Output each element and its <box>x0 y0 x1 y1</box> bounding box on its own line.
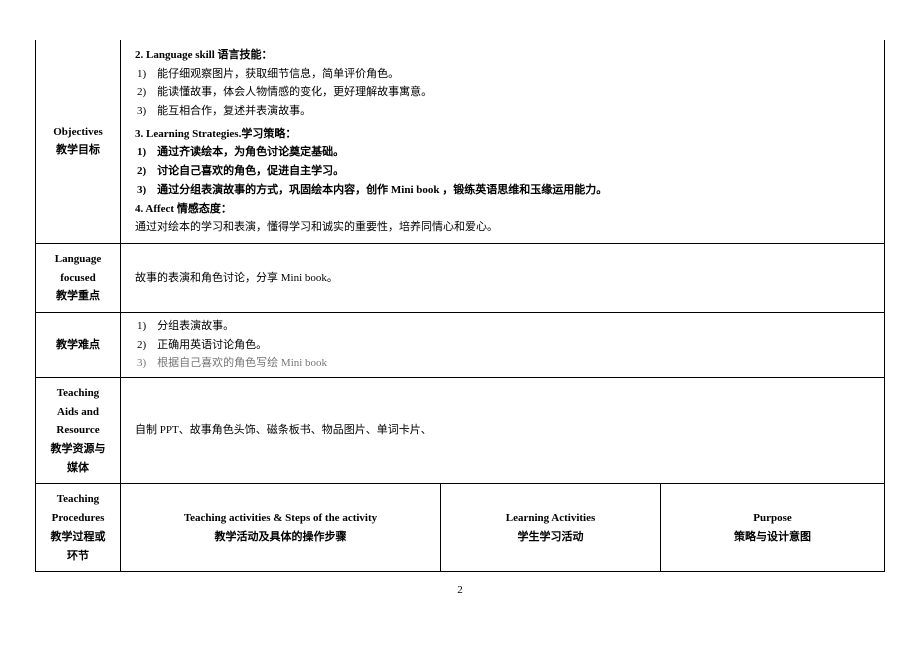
sec2-item1: 1) 能仔细观察图片，获取细节信息，简单评价角色。 <box>135 65 876 84</box>
proc-col3-1: Learning Activities <box>449 509 652 528</box>
focused-content: 故事的表演和角色讨论，分享 Mini book。 <box>121 243 885 312</box>
procedures-label: Teaching Procedures 教学过程或 环节 <box>36 484 121 572</box>
page-number: 2 <box>35 584 885 596</box>
row-difficult: 教学难点 1) 分组表演故事。 2) 正确用英语讨论角色。 3) 根据自己喜欢的… <box>36 312 885 377</box>
difficult-item1: 1) 分组表演故事。 <box>135 317 876 336</box>
objectives-content: 2. Language skill 语言技能： 1) 能仔细观察图片，获取细节信… <box>121 40 885 243</box>
sec3-item1: 1) 通过齐读绘本，为角色讨论奠定基础。 <box>135 143 876 162</box>
aids-label-2: Aids and <box>44 403 112 422</box>
procedures-col4: Purpose 策略与设计意图 <box>661 484 885 572</box>
focused-label-2: focused <box>44 269 112 288</box>
sec3-item3: 3) 通过分组表演故事的方式，巩固绘本内容，创作 Mini book ，锻练英语… <box>135 181 876 200</box>
row-aids: Teaching Aids and Resource 教学资源与 媒体 自制 P… <box>36 378 885 484</box>
sec2-item2: 2) 能读懂故事，体会人物情感的变化，更好理解故事寓意。 <box>135 83 876 102</box>
lesson-plan-table: Objectives 教学目标 2. Language skill 语言技能： … <box>35 40 885 572</box>
sec2-title: 2. Language skill 语言技能： <box>135 46 876 65</box>
row-focused: Language focused 教学重点 故事的表演和角色讨论，分享 Mini… <box>36 243 885 312</box>
sec2-item3: 3) 能互相合作，复述并表演故事。 <box>135 102 876 121</box>
proc-label-2: Procedures <box>44 509 112 528</box>
aids-label: Teaching Aids and Resource 教学资源与 媒体 <box>36 378 121 484</box>
proc-label-4: 环节 <box>44 547 112 566</box>
aids-content: 自制 PPT、故事角色头饰、磁条板书、物品图片、单词卡片、 <box>121 378 885 484</box>
proc-col3-2: 学生学习活动 <box>449 528 652 547</box>
proc-col2-2: 教学活动及具体的操作步骤 <box>129 528 432 547</box>
proc-label-3: 教学过程或 <box>44 528 112 547</box>
difficult-item3: 3) 根据自己喜欢的角色写绘 Mini book <box>135 354 876 373</box>
focused-label-1: Language <box>44 250 112 269</box>
procedures-col2: Teaching activities & Steps of the activ… <box>121 484 441 572</box>
procedures-col3: Learning Activities 学生学习活动 <box>441 484 661 572</box>
focused-text: 故事的表演和角色讨论，分享 Mini book。 <box>135 272 338 284</box>
proc-col4-2: 策略与设计意图 <box>669 528 876 547</box>
aids-label-5: 媒体 <box>44 459 112 478</box>
sec3-item2: 2) 讨论自己喜欢的角色，促进自主学习。 <box>135 162 876 181</box>
row-procedures: Teaching Procedures 教学过程或 环节 Teaching ac… <box>36 484 885 572</box>
aids-text: 自制 PPT、故事角色头饰、磁条板书、物品图片、单词卡片、 <box>135 424 432 436</box>
focused-label-3: 教学重点 <box>44 287 112 306</box>
proc-label-1: Teaching <box>44 490 112 509</box>
proc-col2-1: Teaching activities & Steps of the activ… <box>129 509 432 528</box>
row-objectives: Objectives 教学目标 2. Language skill 语言技能： … <box>36 40 885 243</box>
aids-label-1: Teaching <box>44 384 112 403</box>
objectives-label-en: Objectives <box>44 123 112 142</box>
difficult-content: 1) 分组表演故事。 2) 正确用英语讨论角色。 3) 根据自己喜欢的角色写绘 … <box>121 312 885 377</box>
objectives-label: Objectives 教学目标 <box>36 40 121 243</box>
difficult-label-text: 教学难点 <box>56 339 100 351</box>
sec4-text: 通过对绘本的学习和表演，懂得学习和诚实的重要性，培养同情心和爱心。 <box>135 218 876 237</box>
difficult-label: 教学难点 <box>36 312 121 377</box>
proc-col4-1: Purpose <box>669 509 876 528</box>
focused-label: Language focused 教学重点 <box>36 243 121 312</box>
aids-label-3: Resource <box>44 421 112 440</box>
sec4-title: 4. Affect 情感态度： <box>135 200 876 219</box>
aids-label-4: 教学资源与 <box>44 440 112 459</box>
objectives-label-cn: 教学目标 <box>44 141 112 160</box>
difficult-item2: 2) 正确用英语讨论角色。 <box>135 336 876 355</box>
sec3-title: 3. Learning Strategies.学习策略： <box>135 125 876 144</box>
